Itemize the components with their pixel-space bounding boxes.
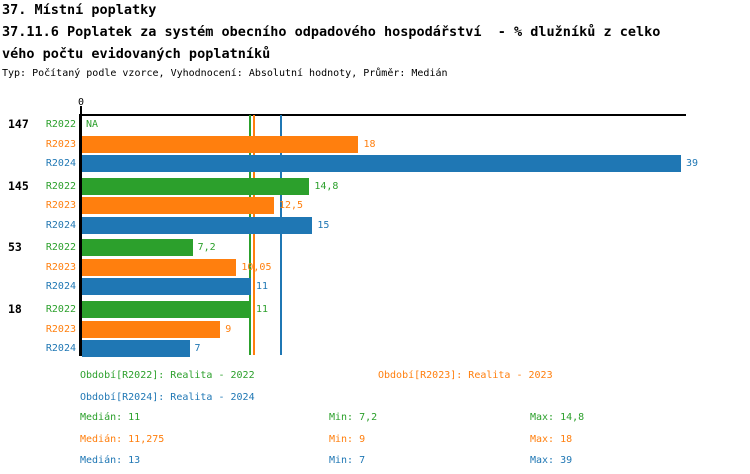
series-label: R2024 [45, 343, 76, 355]
bar-r2022-53 [82, 239, 193, 257]
legend-item-r2024: Období[R2024]: Realita - 2024 [80, 392, 255, 403]
category-label: 53 [8, 240, 22, 255]
report-indicator-title-line2: vého počtu evidovaných poplatníků [2, 46, 271, 62]
x-axis-zero-label: 0 [77, 97, 85, 108]
median-line-r2022 [248, 115, 251, 355]
series-label: R2023 [45, 261, 76, 273]
stat-max-r2023: Max: 18 [530, 434, 573, 445]
report-indicator-title-line1: 37.11.6 Poplatek za systém obecního odpa… [2, 24, 661, 40]
value-label: NA [86, 119, 99, 130]
stat-median-r2024: Medián: 13 [80, 455, 141, 466]
series-label: R2022 [45, 180, 76, 192]
value-label: 18 [363, 138, 376, 150]
value-label: 10,05 [241, 261, 272, 273]
x-axis-line [79, 114, 686, 116]
series-label: R2022 [45, 242, 76, 254]
bar-r2023-18 [82, 320, 221, 338]
y-axis-line [79, 114, 82, 356]
stat-min-r2023: Min: 9 [329, 434, 366, 445]
bar-r2024-18 [82, 340, 190, 358]
stat-max-r2022: Max: 14,8 [530, 412, 585, 423]
bar-r2023-147 [82, 135, 359, 153]
value-label: 14,8 [314, 180, 339, 192]
series-label: R2023 [45, 138, 76, 150]
stat-min-r2024: Min: 7 [329, 455, 366, 466]
legend-item-r2022: Období[R2022]: Realita - 2022 [80, 370, 255, 381]
value-label: 39 [686, 158, 699, 169]
bar-r2024-53 [82, 278, 251, 296]
bar-r2023-53 [82, 258, 237, 276]
series-label: R2022 [45, 304, 76, 316]
value-label: 11 [255, 281, 268, 293]
stat-median-r2023: Medián: 11,275 [80, 434, 165, 445]
median-line-r2024 [279, 115, 282, 355]
bar-r2023-145 [82, 197, 274, 215]
category-label: 18 [8, 302, 22, 317]
bar-r2024-145 [82, 216, 313, 234]
stat-median-r2022: Medián: 11 [80, 412, 141, 423]
bar-r2022-18 [82, 301, 251, 319]
stat-min-r2022: Min: 7,2 [329, 412, 378, 423]
series-label: R2024 [45, 281, 76, 293]
value-label: 7,2 [197, 242, 216, 254]
median-line-r2023 [253, 115, 256, 355]
value-label: 15 [317, 219, 330, 231]
value-label: 9 [225, 323, 232, 335]
series-label: R2023 [45, 323, 76, 335]
value-label: 7 [194, 343, 201, 355]
series-label: R2022 [45, 119, 76, 130]
category-label: 145 [8, 178, 29, 193]
bar-r2024-147 [82, 155, 682, 172]
legend-item-r2023: Období[R2023]: Realita - 2023 [378, 370, 553, 381]
value-label: 12,5 [279, 200, 304, 212]
stat-max-r2024: Max: 39 [530, 455, 573, 466]
series-label: R2024 [45, 219, 76, 231]
bar-r2022-145 [82, 177, 310, 195]
series-label: R2023 [45, 200, 76, 212]
report-section-title: 37. Místní poplatky [2, 2, 157, 18]
value-label: 11 [255, 304, 268, 316]
x-axis-tick [80, 106, 82, 115]
category-label: 147 [8, 117, 29, 131]
report-meta: Typ: Počítaný podle vzorce, Vyhodnocení:… [2, 68, 448, 79]
series-label: R2024 [45, 158, 76, 169]
